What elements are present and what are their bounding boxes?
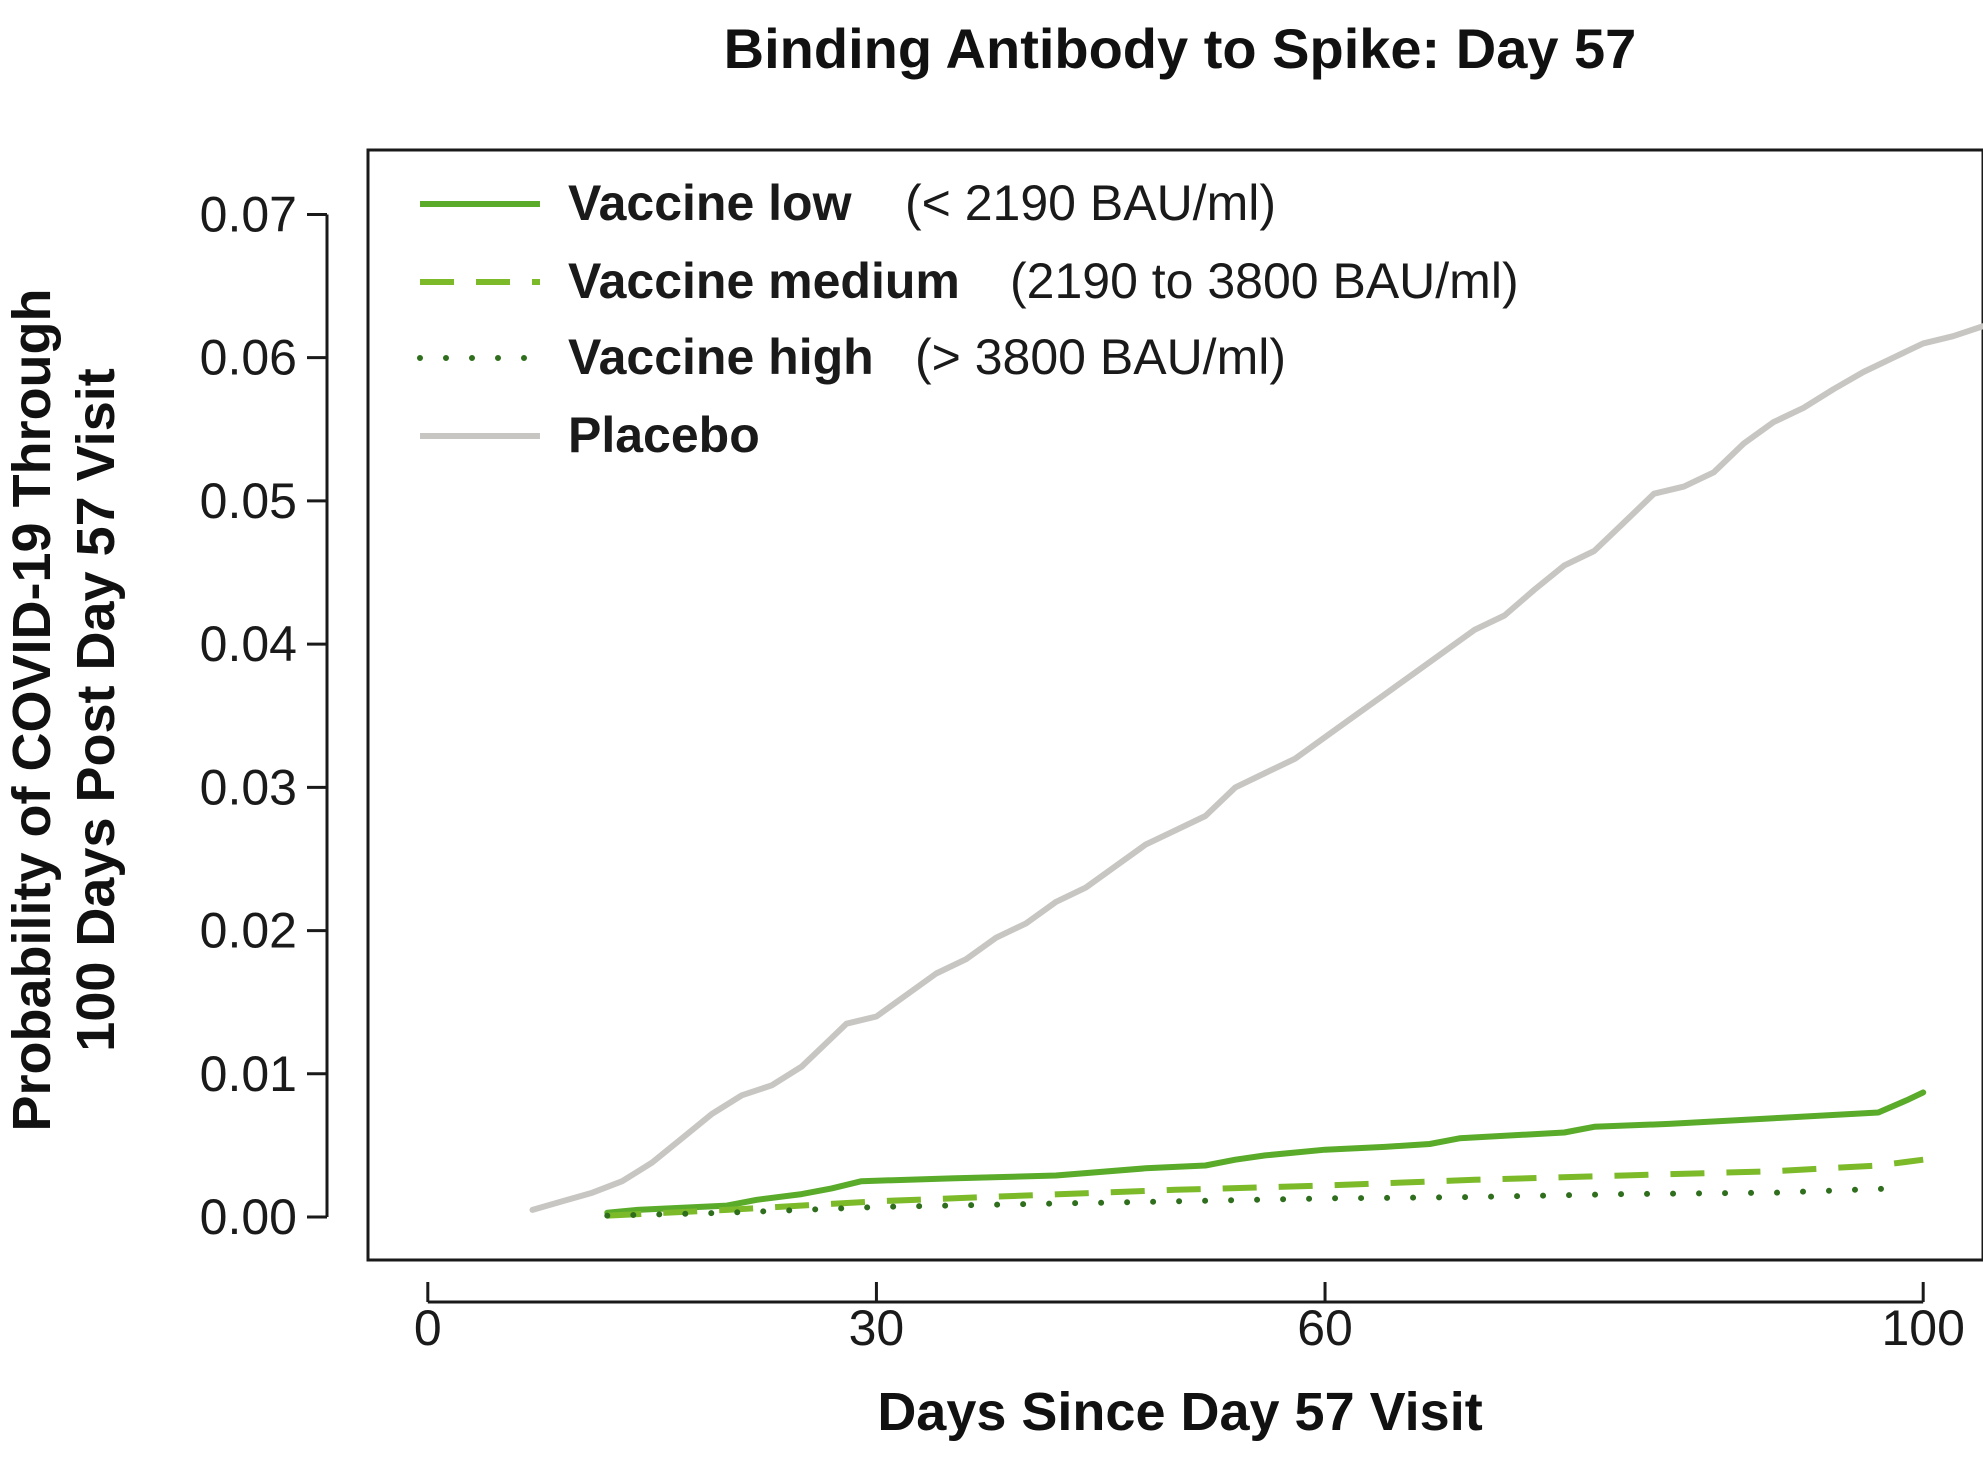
legend-range: (< 2190 BAU/ml) — [905, 175, 1276, 231]
series-line-placebo — [529, 323, 1983, 1213]
legend-range: (2190 to 3800 BAU/ml) — [1010, 253, 1519, 309]
series-line-vaccine-medium — [607, 1156, 1924, 1219]
y-tick-label: 0.01 — [200, 1046, 297, 1102]
legend-label: Vaccine medium — [568, 253, 960, 309]
legend-label: Vaccine low — [568, 175, 852, 231]
y-tick-label: 0.00 — [200, 1189, 297, 1245]
y-tick-label: 0.02 — [200, 903, 297, 959]
y-tick-label: 0.04 — [200, 616, 297, 672]
y-axis-label: Probability of COVID-19 Through 100 Days… — [2, 288, 126, 1131]
legend: Vaccine low (< 2190 BAU/ml) Vaccine medium… — [417, 175, 1519, 463]
y-tick-label: 0.06 — [200, 330, 297, 386]
y-axis: 0.00 0.01 0.02 0.03 0.04 0.05 0.06 0.07 — [200, 186, 329, 1245]
series-line-vaccine-low — [604, 1089, 1927, 1216]
y-tick-label: 0.05 — [200, 473, 297, 529]
y-axis-label-line2: 100 Days Post Day 57 Visit — [66, 368, 126, 1051]
legend-label: Vaccine high — [568, 329, 874, 385]
y-tick-label: 0.03 — [200, 759, 297, 815]
x-axis: 0 30 60 100 — [414, 1282, 1965, 1356]
y-axis-label-line1: Probability of COVID-19 Through — [2, 288, 62, 1131]
chart-title: Binding Antibody to Spike: Day 57 — [724, 17, 1637, 80]
plot-frame — [366, 148, 1983, 1262]
x-axis-label: Days Since Day 57 Visit — [877, 1382, 1482, 1442]
y-tick-label: 0.07 — [200, 186, 297, 242]
x-tick-label: 100 — [1881, 1300, 1964, 1356]
x-tick-label: 0 — [414, 1300, 442, 1356]
series-line-vaccine-high — [604, 1185, 1897, 1219]
series-layer — [529, 323, 1983, 1219]
legend-range: (> 3800 BAU/ml) — [915, 329, 1286, 385]
legend-label: Placebo — [568, 407, 760, 463]
x-tick-label: 60 — [1297, 1300, 1353, 1356]
x-tick-label: 30 — [849, 1300, 905, 1356]
